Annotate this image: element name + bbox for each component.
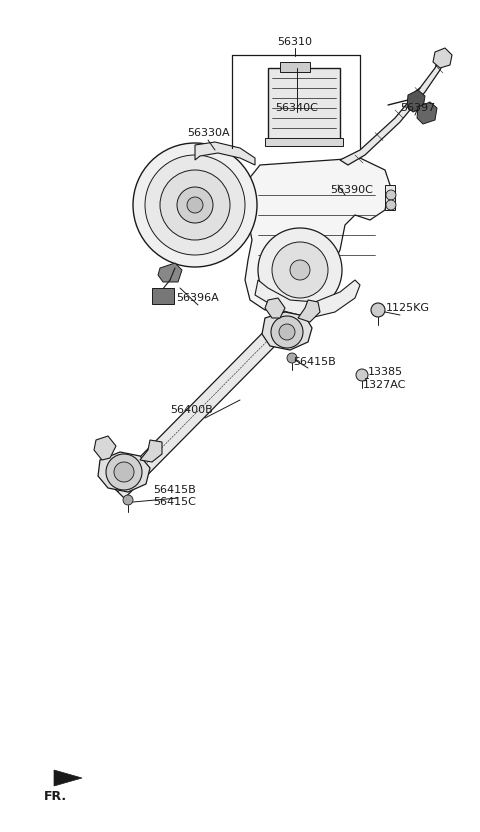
Bar	[265, 138, 343, 146]
Circle shape	[287, 353, 297, 363]
Polygon shape	[262, 312, 312, 350]
Circle shape	[386, 190, 396, 200]
Text: 1125KG: 1125KG	[386, 303, 430, 313]
Polygon shape	[433, 48, 452, 68]
Text: 56415B: 56415B	[294, 357, 336, 367]
Circle shape	[258, 228, 342, 312]
Polygon shape	[407, 90, 425, 112]
Polygon shape	[340, 58, 445, 165]
Text: 56415B: 56415B	[154, 485, 196, 495]
Polygon shape	[298, 300, 320, 322]
Text: 56415C: 56415C	[154, 497, 196, 507]
Bar	[280, 62, 310, 72]
Text: 56396A: 56396A	[177, 293, 219, 303]
Circle shape	[290, 260, 310, 280]
Circle shape	[106, 454, 142, 490]
Polygon shape	[245, 195, 248, 215]
Polygon shape	[140, 440, 162, 462]
Text: 56340C: 56340C	[276, 103, 318, 113]
Circle shape	[279, 324, 295, 340]
Circle shape	[371, 303, 385, 317]
Polygon shape	[94, 436, 116, 460]
Text: 56397: 56397	[400, 103, 436, 113]
Circle shape	[271, 316, 303, 348]
Circle shape	[133, 143, 257, 267]
Polygon shape	[417, 102, 437, 124]
Text: 56310: 56310	[277, 37, 312, 47]
Text: 56400B: 56400B	[170, 405, 214, 415]
Circle shape	[145, 155, 245, 255]
Circle shape	[386, 200, 396, 210]
Polygon shape	[195, 142, 255, 165]
Text: FR.: FR.	[44, 790, 67, 803]
Circle shape	[272, 242, 328, 298]
Text: 56390C: 56390C	[331, 185, 373, 195]
Circle shape	[114, 462, 134, 482]
Polygon shape	[111, 317, 291, 498]
Polygon shape	[158, 263, 182, 282]
Text: 1327AC: 1327AC	[363, 380, 407, 390]
Circle shape	[187, 197, 203, 213]
Bar	[268, 68, 340, 143]
Text: 13385: 13385	[367, 367, 403, 377]
Circle shape	[356, 369, 368, 381]
Text: 56330A: 56330A	[187, 128, 229, 138]
Bar	[152, 288, 174, 304]
Polygon shape	[98, 452, 150, 492]
Circle shape	[123, 495, 133, 505]
Polygon shape	[385, 185, 395, 210]
Polygon shape	[255, 280, 360, 318]
Polygon shape	[245, 158, 390, 310]
Circle shape	[160, 170, 230, 240]
Polygon shape	[265, 298, 285, 318]
Polygon shape	[54, 770, 82, 786]
Circle shape	[177, 187, 213, 223]
